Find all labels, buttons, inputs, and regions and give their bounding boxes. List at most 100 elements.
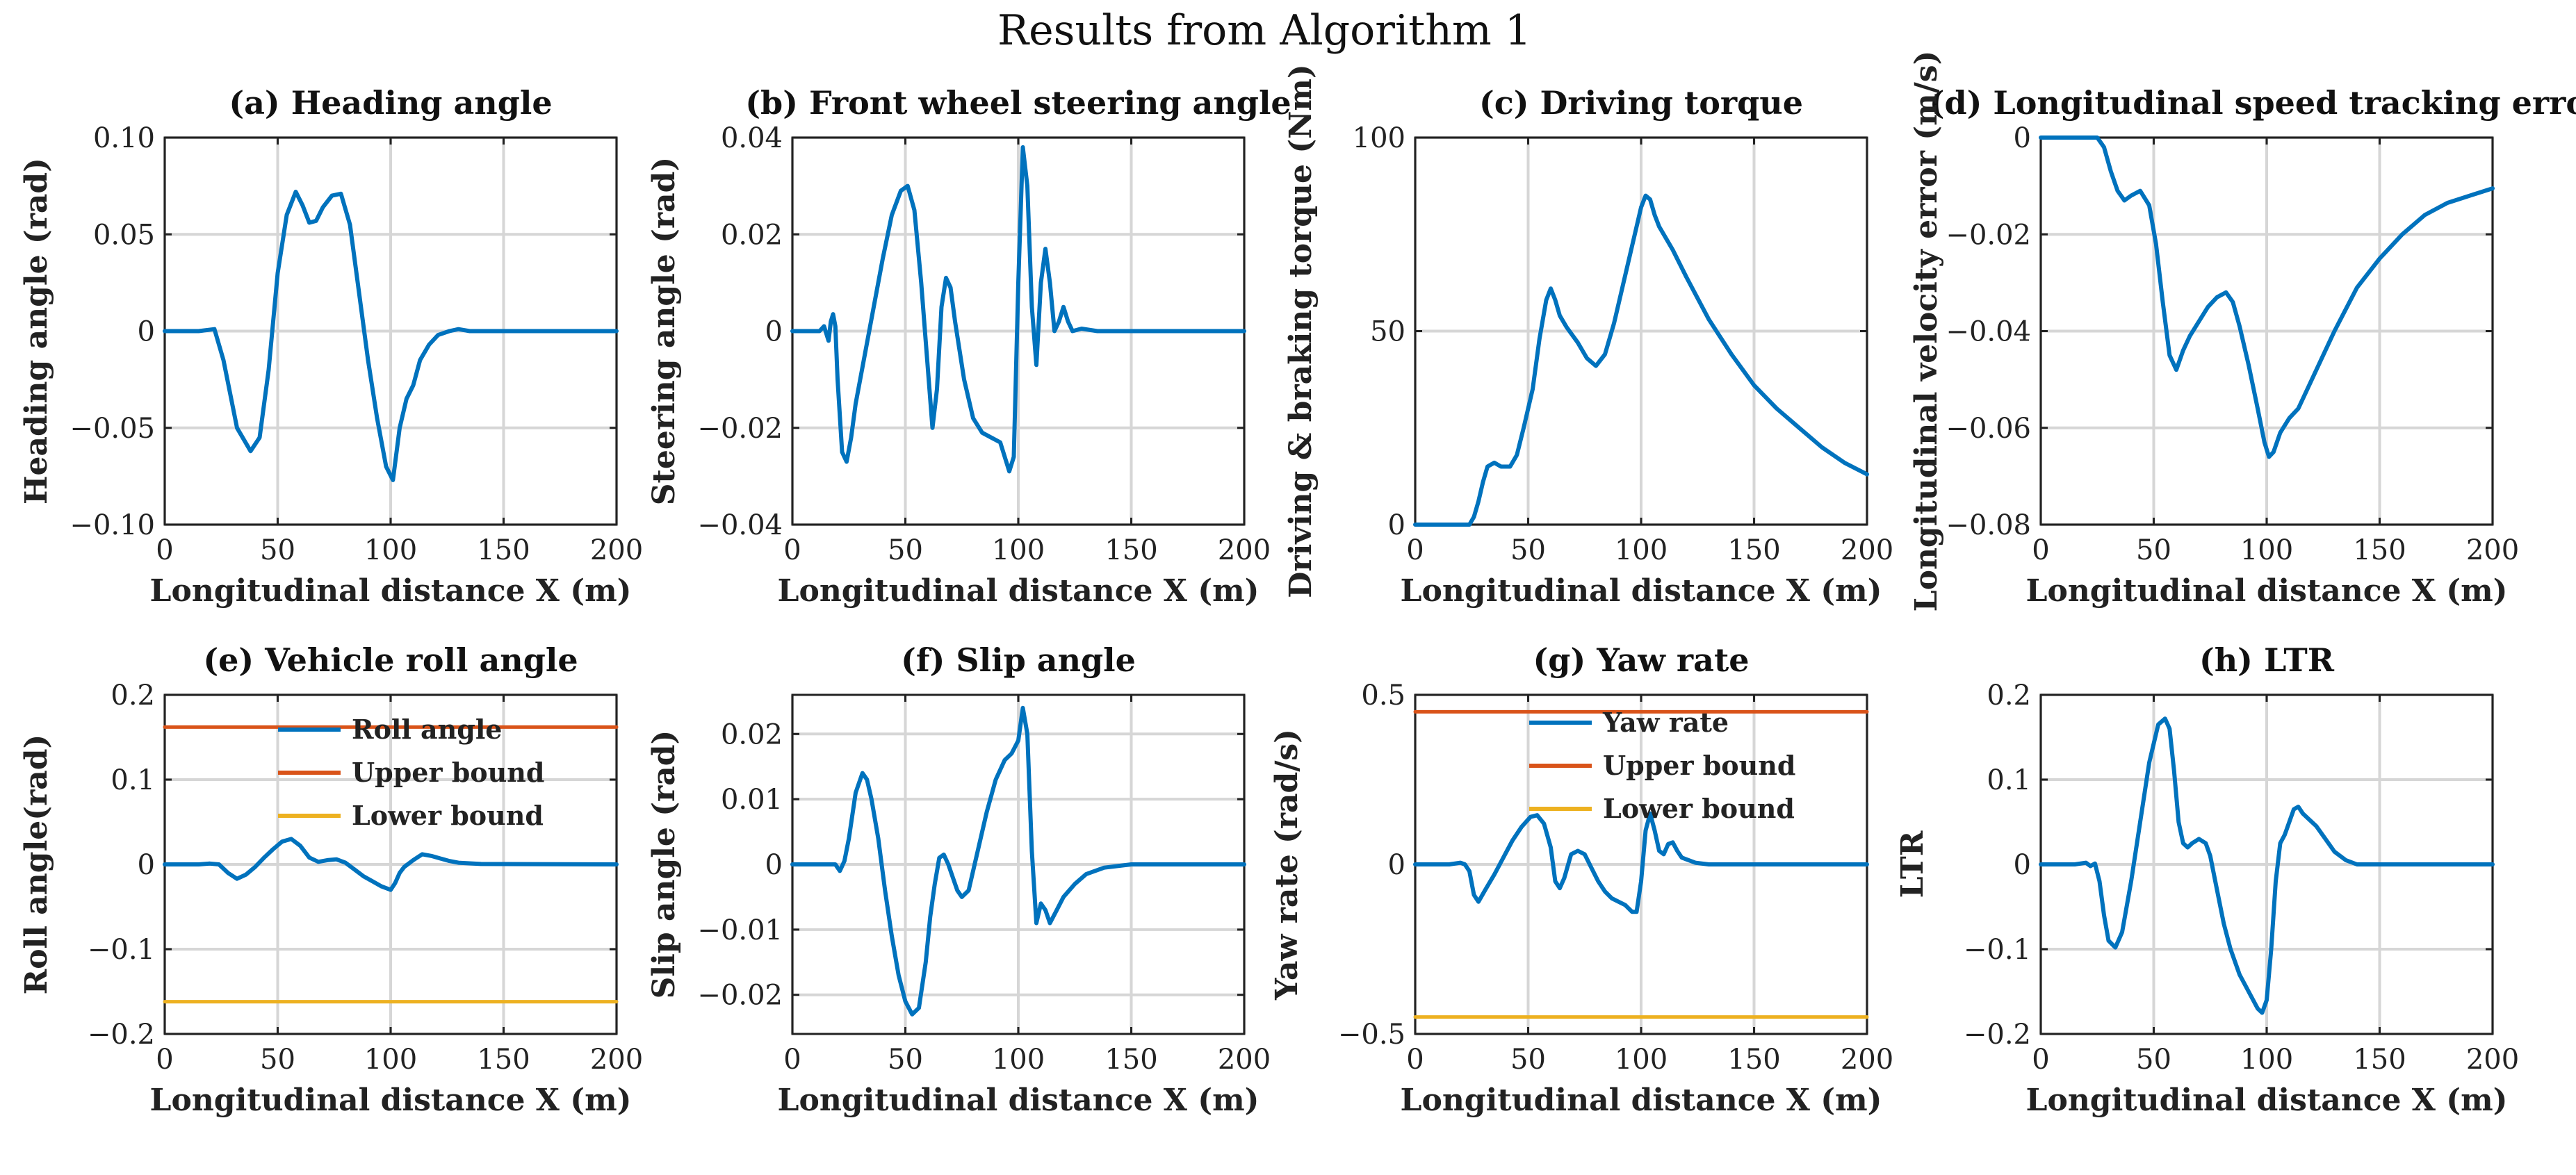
x-tick-label: 50 — [1510, 534, 1546, 566]
x-tick-label: 150 — [477, 534, 530, 566]
x-axis-label: Longitudinal distance X (m) — [150, 573, 632, 609]
y-tick-label: 0 — [765, 849, 783, 881]
x-tick-label: 100 — [1615, 534, 1668, 566]
series-line-heading-angle — [163, 190, 619, 482]
y-tick-label: 0 — [2014, 849, 2031, 881]
x-axis-label: Longitudinal distance X (m) — [778, 1083, 1260, 1118]
x-tick-label: 150 — [1727, 1044, 1780, 1076]
panel-b: 0 50 100 150 200 −0.04 −0.02 0 0.02 0.04(b) Front… — [646, 84, 1291, 609]
panel-title: (d) Longitudinal speed tracking error — [1930, 84, 2576, 122]
x-tick-label: 200 — [590, 534, 643, 566]
panel-title: (a) Heading angle — [229, 84, 552, 122]
x-tick-label: 100 — [992, 534, 1045, 566]
x-tick-label: 100 — [1615, 1044, 1668, 1076]
y-axis-label: Roll angle(rad) — [19, 734, 54, 995]
panel-title: (f) Slip angle — [901, 641, 1136, 679]
x-tick-label: 100 — [364, 534, 417, 566]
x-tick-label: 50 — [2136, 1044, 2171, 1076]
y-tick-label: −0.1 — [1964, 934, 2031, 966]
x-tick-label: 200 — [1841, 1044, 1893, 1076]
x-tick-label: 50 — [1510, 1044, 1546, 1076]
x-tick-label: 0 — [156, 534, 173, 566]
panel-title: (c) Driving torque — [1479, 84, 1803, 122]
panel-c: 0 50 100 150 200 0 50 100 (c) Driving torque Long… — [1283, 64, 1893, 609]
y-tick-label: 50 — [1370, 316, 1405, 348]
legend-label: Upper bound — [1603, 750, 1795, 781]
y-axis-label: Steering angle (rad) — [646, 157, 682, 505]
x-tick-label: 0 — [783, 534, 801, 566]
panel-h: 0 50 100 150 200 −0.2 −0.1 0 0.1 0.2 (h) LTR Longit… — [1895, 641, 2519, 1118]
y-tick-label: −0.01 — [697, 914, 783, 946]
panel-a: 0 50 100 150 200 −0.10 −0.05 0 0.05 0.10 (a) Headi… — [19, 84, 643, 609]
y-tick-label: 0 — [138, 849, 155, 881]
x-axis-label: Longitudinal distance X (m) — [778, 573, 1260, 609]
y-tick-label: 0.04 — [721, 122, 783, 154]
panel-title: (g) Yaw rate — [1533, 641, 1750, 679]
x-tick-label: 150 — [2353, 534, 2406, 566]
y-tick-label: 0.05 — [93, 219, 155, 251]
x-tick-label: 200 — [590, 1044, 643, 1076]
y-tick-label: 0.1 — [111, 764, 155, 796]
y-tick-label: 0 — [1388, 849, 1405, 881]
panel-title: (h) LTR — [2199, 641, 2335, 679]
x-tick-label: 200 — [2466, 534, 2519, 566]
legend: Roll angle Upper bound Lower bound — [278, 714, 544, 831]
x-tick-label: 0 — [783, 1044, 801, 1076]
y-tick-label: 0 — [1388, 509, 1405, 541]
series-line-velocity-error — [2039, 135, 2495, 459]
x-tick-label: 50 — [260, 1044, 295, 1076]
y-tick-label: 0 — [2014, 122, 2031, 154]
x-tick-label: 100 — [2240, 534, 2293, 566]
x-tick-label: 50 — [2136, 534, 2171, 566]
series-line-torque — [1413, 193, 1869, 527]
x-tick-label: 200 — [1218, 1044, 1271, 1076]
x-axis-label: Longitudinal distance X (m) — [2026, 1083, 2508, 1118]
x-tick-label: 100 — [2240, 1044, 2293, 1076]
x-axis-label: Longitudinal distance X (m) — [150, 1083, 632, 1118]
y-tick-label: −0.08 — [1946, 509, 2031, 541]
x-tick-label: 100 — [364, 1044, 417, 1076]
series-line-roll-angle — [163, 837, 619, 892]
legend-label: Lower bound — [1603, 793, 1795, 824]
panel-e: 0 50 100 150 200 −0.2 −0.1 0 0.1 0.2 (e) Vehicle r… — [19, 641, 643, 1118]
suptitle: Results from Algorithm 1 — [997, 6, 1531, 55]
y-axis-label: Driving & braking torque (Nm) — [1283, 64, 1319, 598]
y-tick-label: 0.5 — [1361, 680, 1405, 712]
legend-label: Upper bound — [352, 757, 544, 788]
panel-title: (b) Front wheel steering angle — [745, 84, 1291, 122]
x-tick-label: 200 — [2466, 1044, 2519, 1076]
series-line-yaw-rate — [1413, 811, 1869, 914]
x-axis-label: Longitudinal distance X (m) — [2026, 573, 2508, 609]
x-tick-label: 0 — [1406, 534, 1424, 566]
y-tick-label: 0.1 — [1987, 764, 2031, 796]
y-tick-label: 0.02 — [721, 219, 783, 251]
y-tick-label: −0.2 — [88, 1019, 155, 1051]
y-tick-label: −0.06 — [1946, 413, 2031, 445]
x-tick-label: 100 — [992, 1044, 1045, 1076]
x-tick-label: 50 — [888, 534, 923, 566]
x-tick-label: 200 — [1218, 534, 1271, 566]
legend-label: Yaw rate — [1602, 707, 1729, 738]
x-tick-label: 150 — [2353, 1044, 2406, 1076]
y-tick-label: 100 — [1353, 122, 1405, 154]
y-tick-label: 0.2 — [1987, 680, 2031, 712]
y-tick-label: 0.02 — [721, 718, 783, 750]
y-tick-label: −0.04 — [1946, 316, 2031, 348]
y-tick-label: −0.10 — [70, 509, 155, 541]
y-tick-label: 0 — [765, 316, 783, 348]
x-tick-label: 150 — [1104, 534, 1157, 566]
series-line-steering-angle — [790, 145, 1246, 474]
legend-label: Roll angle — [352, 714, 502, 745]
y-tick-label: −0.2 — [1964, 1019, 2031, 1051]
y-tick-label: −0.02 — [697, 980, 783, 1012]
x-tick-label: 150 — [477, 1044, 530, 1076]
y-tick-label: −0.5 — [1338, 1019, 1405, 1051]
y-tick-label: −0.04 — [697, 509, 783, 541]
panel-g: 0 50 100 150 200−0.500.5(g) Yaw rateLongitud… — [1269, 641, 1893, 1118]
y-tick-label: 0.10 — [93, 122, 155, 154]
y-tick-label: −0.02 — [697, 413, 783, 445]
x-tick-label: 150 — [1104, 1044, 1157, 1076]
y-tick-label: −0.02 — [1946, 219, 2031, 251]
y-tick-label: −0.05 — [70, 413, 155, 445]
panel-f: 0 50 100 150 200 −0.02 −0.01 0 0.01 0.02 (f) Slip … — [646, 641, 1271, 1118]
